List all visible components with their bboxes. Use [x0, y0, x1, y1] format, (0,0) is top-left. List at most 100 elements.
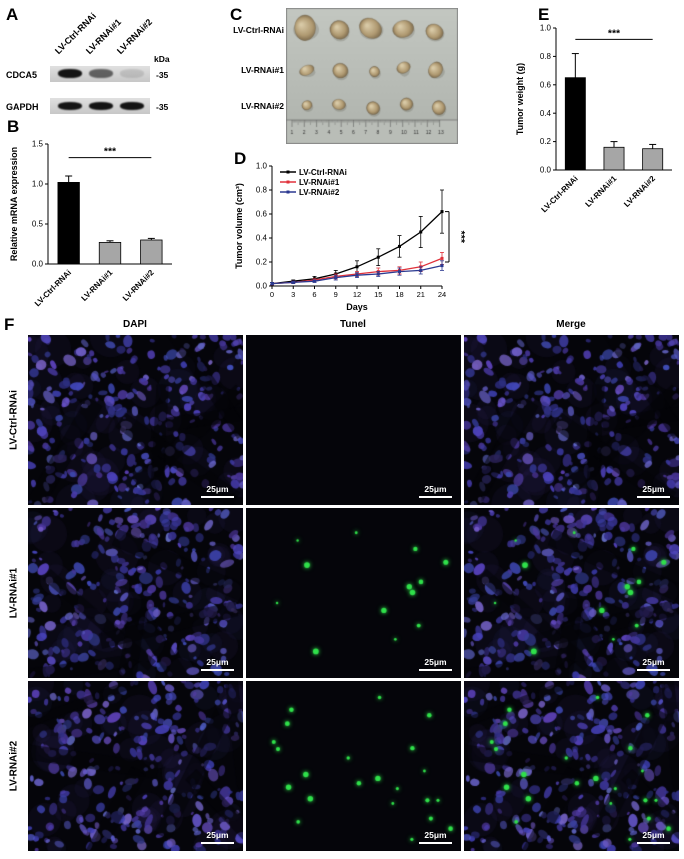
svg-text:1.0: 1.0	[256, 162, 268, 171]
svg-text:0.2: 0.2	[540, 137, 552, 146]
panel-b-mrna-chart: B 0.0 0.5 1.0 1.5 LV-Ctrl-RNAi LV-RNAi#1 LV-RN…	[0, 118, 190, 318]
scale-bar-line	[637, 841, 670, 844]
svg-text:1.0: 1.0	[32, 180, 44, 189]
panel-f-letter: F	[4, 315, 15, 334]
tumor-weight-bar-chart: 0.0 0.2 0.4 0.6 0.8 1.0 LV-Ctrl-RNAi LV-RNAi#1 L…	[515, 24, 672, 214]
svg-text:***: ***	[104, 146, 117, 158]
svg-text:0.8: 0.8	[540, 52, 552, 61]
panel-d-letter: D	[234, 149, 247, 168]
scale-bar-label: 25μm	[206, 829, 229, 840]
panel-b-letter: B	[7, 117, 20, 136]
scale-bar: 25μm	[419, 483, 452, 498]
micro-row-label-lv-rnai2: LV-RNAi#2	[8, 740, 20, 792]
tumor-volume-line-chart: 0.0 0.2 0.4 0.6 0.8 1.0 0 3 6 9 12 15 18 21 24 LV-Ctrl-…	[234, 162, 467, 312]
protein-label-gapdh: GAPDH	[6, 102, 39, 112]
scale-bar: 25μm	[637, 483, 670, 498]
micrograph-merge-lv-rnai2: 25μm	[464, 681, 679, 851]
micrograph-dapi-lv-rnai2: 25μm	[28, 681, 243, 851]
panel-a-letter: A	[6, 5, 19, 24]
micrograph-tunel-lv-rnai2: 25μm	[246, 681, 461, 851]
svg-text:LV-RNAi#2: LV-RNAi#2	[121, 268, 156, 303]
scale-bar-label: 25μm	[424, 656, 447, 667]
tumor-specimens-photo	[286, 8, 458, 144]
svg-text:21: 21	[417, 290, 425, 299]
micro-row-label-lv-rnai1: LV-RNAi#1	[8, 567, 20, 619]
svg-text:LV-RNAi#1: LV-RNAi#1	[80, 268, 115, 303]
micrograph-dapi-lv-rnai1: 25μm	[28, 508, 243, 678]
scale-bar: 25μm	[201, 657, 234, 671]
svg-text:LV-Ctrl-RNAi: LV-Ctrl-RNAi	[33, 268, 73, 308]
scale-bar: 25μm	[419, 656, 452, 671]
scale-bar: 25μm	[637, 830, 670, 844]
scale-bar-line	[419, 841, 452, 844]
svg-text:18: 18	[395, 290, 403, 299]
micro-row-label-lv-ctrl-rnai: LV-Ctrl-RNAi	[8, 390, 20, 450]
svg-text:0.0: 0.0	[540, 166, 552, 175]
scale-bar-label: 25μm	[642, 483, 665, 494]
photo-row-label-lv-rnai2: LV-RNAi#2	[241, 101, 284, 111]
western-blot-strip-gapdh	[50, 98, 150, 114]
scale-bar: 25μm	[201, 483, 234, 498]
svg-text:0.6: 0.6	[256, 210, 268, 219]
kda-label: kDa	[154, 54, 170, 64]
panel-d-tumor-volume-chart: D 0.0 0.2 0.4 0.6 0.8 1.0 0 3 6 9 12 15 18 21 24 LV-Ctr…	[226, 150, 476, 316]
dapi-image-canvas	[28, 335, 243, 505]
protein-label-cdca5: CDCA5	[6, 70, 38, 80]
scale-bar: 25μm	[419, 830, 452, 844]
photo-row-label-lv-rnai1: LV-RNAi#1	[241, 65, 284, 75]
svg-text:1.5: 1.5	[32, 140, 44, 149]
column-header-merge: Merge	[556, 319, 586, 330]
scale-bar: 25μm	[637, 657, 670, 671]
scale-bar-line	[637, 495, 670, 498]
dapi-image-canvas	[28, 681, 243, 851]
size-marker-cdca5: -35	[156, 70, 169, 80]
svg-text:0.4: 0.4	[256, 234, 268, 243]
dapi-image-canvas	[28, 508, 243, 678]
column-header-dapi: DAPI	[123, 319, 147, 330]
tunel-image-canvas	[246, 508, 461, 678]
svg-text:Days: Days	[346, 302, 368, 312]
panel-a-western-blot: A LV-Ctrl-RNAi LV-RNAi#1 LV-RNAi#2 kDa C…	[6, 4, 182, 136]
merge-image-canvas	[464, 508, 679, 678]
scale-bar-label: 25μm	[206, 483, 229, 494]
micrograph-tunel-lv-rnai1: 25μm	[246, 508, 461, 678]
micrograph-dapi-lv-ctrl-rnai: 25μm	[28, 335, 243, 505]
panel-e-tumor-weight-chart: E 0.0 0.2 0.4 0.6 0.8 1.0 LV-Ctrl-RNAi LV-RNAi#…	[506, 4, 684, 234]
svg-text:0.4: 0.4	[540, 109, 552, 118]
micrograph-merge-lv-ctrl-rnai: 25μm	[464, 335, 679, 505]
svg-text:0.5: 0.5	[32, 220, 44, 229]
panel-f-tunel-microscopy: F DAPI Tunel Merge LV-Ctrl-RNAi LV-RNAi#…	[2, 316, 684, 858]
scale-bar-line	[201, 495, 234, 498]
scale-bar-label: 25μm	[424, 483, 447, 494]
micrograph-merge-lv-rnai1: 25μm	[464, 508, 679, 678]
mrna-expression-bar-chart: 0.0 0.5 1.0 1.5 LV-Ctrl-RNAi LV-RNAi#1 LV-RNAi…	[9, 140, 172, 308]
svg-text:LV-RNAi#2: LV-RNAi#2	[622, 174, 657, 209]
svg-text:6: 6	[312, 290, 316, 299]
merge-image-canvas	[464, 681, 679, 851]
tunel-image-canvas	[246, 335, 461, 505]
size-marker-gapdh: -35	[156, 102, 169, 112]
scale-bar-line	[637, 668, 670, 671]
svg-text:24: 24	[438, 290, 446, 299]
svg-text:1.0: 1.0	[540, 24, 552, 33]
svg-text:12: 12	[353, 290, 361, 299]
svg-text:***: ***	[455, 231, 467, 244]
svg-text:9: 9	[334, 290, 338, 299]
svg-text:15: 15	[374, 290, 382, 299]
svg-text:0.6: 0.6	[540, 80, 552, 89]
svg-text:0: 0	[270, 290, 274, 299]
panel-e-letter: E	[538, 5, 550, 24]
svg-text:LV-Ctrl-RNAi: LV-Ctrl-RNAi	[299, 168, 347, 177]
svg-text:LV-RNAi#1: LV-RNAi#1	[299, 178, 340, 187]
panel-c-tumor-photo: C LV-Ctrl-RNAi LV-RNAi#1 LV-RNAi#2	[222, 4, 464, 156]
svg-text:Relative mRNA expression: Relative mRNA expression	[9, 147, 19, 261]
scale-bar-line	[201, 841, 234, 844]
photo-row-label-lv-ctrl-rnai: LV-Ctrl-RNAi	[233, 25, 284, 35]
panel-c-letter: C	[230, 5, 243, 24]
svg-text:3: 3	[291, 290, 295, 299]
column-header-tunel: Tunel	[340, 319, 366, 330]
svg-text:LV-RNAi#2: LV-RNAi#2	[299, 188, 340, 197]
svg-text:0.8: 0.8	[256, 186, 268, 195]
svg-text:***: ***	[608, 27, 621, 39]
